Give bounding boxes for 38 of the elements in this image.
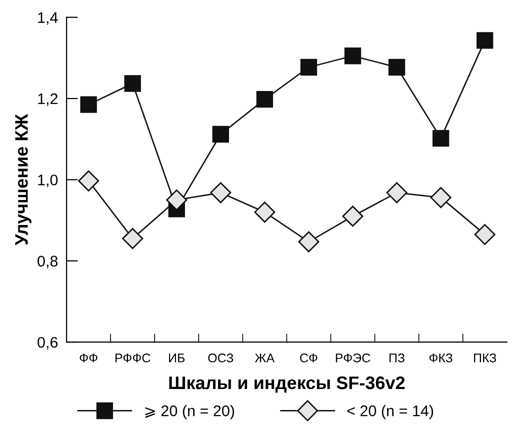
x-tick-label: ОСЗ	[208, 354, 234, 362]
x-tick-label: ФФ	[80, 354, 98, 362]
point	[256, 90, 274, 108]
x-tick-label: РФФС	[116, 354, 150, 362]
x-tick-label: ПЗ	[390, 354, 404, 362]
point	[300, 58, 318, 76]
x-tick-label: ФКЗ	[429, 354, 452, 362]
point	[342, 206, 364, 227]
point	[122, 228, 144, 250]
point	[474, 224, 496, 246]
legend-label: < 20 (n = 14)	[347, 405, 434, 420]
legend-label: ⩾ 20 (n = 20)	[145, 405, 234, 420]
point	[430, 187, 452, 208]
point	[298, 231, 320, 252]
point	[80, 96, 97, 113]
point	[388, 58, 406, 76]
y-tick-label: 1,4	[38, 12, 58, 25]
point	[386, 182, 408, 204]
point	[254, 202, 276, 223]
x-axis-title: Шкалы и индексы SF-36v2	[169, 376, 405, 393]
y-tick-label: 1,0	[38, 174, 58, 188]
point	[210, 182, 232, 204]
point	[78, 170, 100, 192]
y-tick-label: 1,2	[38, 93, 58, 106]
point	[124, 75, 141, 92]
x-tick-label: СФ	[300, 354, 318, 362]
y-tick-label: 0,6	[38, 336, 58, 350]
point	[344, 48, 362, 64]
x-tick-label: ПКЗ	[474, 354, 496, 362]
y-axis-title: Улучшение КЖ	[15, 114, 32, 246]
y-tick-label: 0,8	[38, 256, 58, 268]
point	[212, 126, 230, 143]
x-tick-label: ИБ	[169, 354, 185, 362]
x-tick-label: РФЭС	[336, 354, 370, 362]
point	[432, 130, 450, 147]
point	[476, 32, 494, 49]
point	[166, 189, 188, 211]
x-tick-label: ЖА	[254, 354, 275, 362]
